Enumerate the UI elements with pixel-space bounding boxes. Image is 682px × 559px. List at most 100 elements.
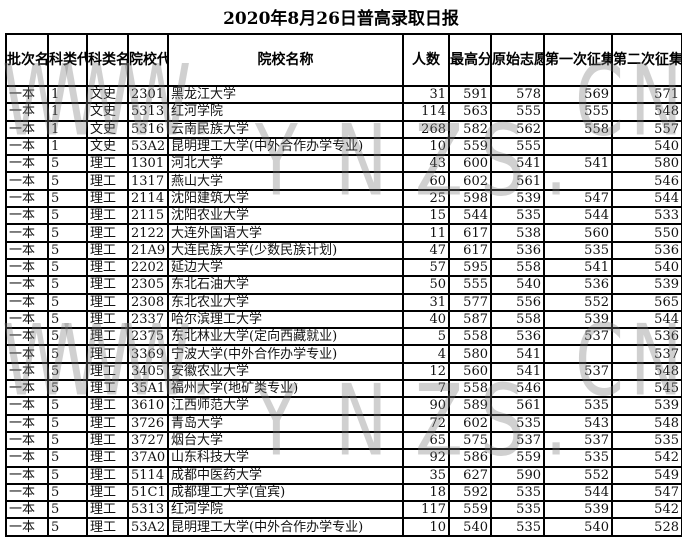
table-row: 一本 5 理工 2202 延边大学 57 595 558 541 540 [5,257,682,278]
table-cell: 2308 [127,292,169,312]
table-cell: 117 [402,500,450,520]
table-cell: 一本 [5,500,49,520]
table-cell: 559 [490,448,545,468]
table-cell: 562 [490,119,545,139]
table-cell: 53A2 [127,136,169,157]
table-cell: 560 [448,361,492,382]
table-cell: 3405 [127,361,169,382]
table-cell [543,344,613,364]
table-cell: 理工 [86,465,129,485]
table-cell: 535 [490,482,545,503]
table-cell: 文史 [86,136,129,157]
table-cell: 成都中医药大学 [167,465,404,485]
table-cell: 一本 [5,154,49,174]
table-cell: 一本 [5,240,49,260]
table-cell: 3727 [127,430,169,451]
table-cell: 540 [490,275,545,295]
table-row: 一本 5 理工 2308 东北农业大学 31 577 556 552 565 [5,292,682,312]
table-row: 一本 1 文史 5313 红河学院 114 563 555 555 548 [5,102,682,122]
table-cell: 31 [402,292,450,312]
table-row: 一本 5 理工 3726 青岛大学 72 602 535 543 548 [5,413,682,433]
table-cell: 5 [47,482,88,503]
table-cell: 一本 [5,396,49,416]
table-cell: 563 [448,102,492,122]
table-cell: 5 [47,344,88,364]
table-cell: 4 [402,344,450,364]
table-row: 一本 5 理工 2375 东北林业大学(定向西藏就业) 5 558 536 537 536 [5,327,682,347]
table-cell: 544 [543,206,613,226]
table-cell: 537 [543,327,613,347]
table-cell: 理工 [86,482,129,503]
table-row: 一本 5 理工 3369 宁波大学(中外合作办学专业) 4 580 541 537 [5,344,682,364]
table-row: 一本 1 文史 53A2 昆明理工大学(中外合作办学专业) 10 559 555 540 [5,136,682,157]
table-cell: 555 [543,102,613,122]
table-cell: 555 [490,136,545,157]
table-cell: 福州大学(地矿类专业) [167,379,404,399]
table-row: 一本 5 理工 1301 河北大学 43 600 541 541 580 [5,154,682,174]
table-cell: 555 [490,102,545,122]
table-cell [543,136,613,157]
table-row: 一本 5 理工 21A9 大连民族大学(少数民族计划) 47 617 536 535 536 [5,240,682,260]
table-cell: 5 [47,292,88,312]
table-cell: 602 [448,413,492,433]
table-cell: 587 [448,309,492,330]
table-cell: 533 [611,206,682,226]
table-cell: 一本 [5,309,49,330]
table-cell: 544 [611,309,682,330]
table-cell: 548 [611,361,682,382]
table-cell: 东北农业大学 [167,292,404,312]
table-cell: 541 [543,257,613,278]
table-cell: 5 [402,327,450,347]
table-cell: 3369 [127,344,169,364]
table-cell: 5 [47,275,88,295]
table-cell: 558 [448,327,492,347]
table-cell: 21A9 [127,240,169,260]
page-title: 2020年8月26日普高录取日报 [223,9,459,29]
table-cell: 548 [611,102,682,122]
table-cell: 539 [543,500,613,520]
table-cell: 528 [611,517,682,537]
table-cell: 5 [47,171,88,191]
table-cell: 5 [47,500,88,520]
table-cell: 537 [543,361,613,382]
table-cell: 黑龙江大学 [167,84,404,105]
table-cell: 92 [402,448,450,468]
table-cell: 理工 [86,430,129,451]
table-cell: 5313 [127,500,169,520]
table-cell: 2337 [127,309,169,330]
table-cell: 红河学院 [167,102,404,122]
table-cell: 544 [448,206,492,226]
table-cell: 2375 [127,327,169,347]
table-cell: 燕山大学 [167,171,404,191]
table-cell: 37A0 [127,448,169,468]
table-row: 一本 5 理工 3727 烟台大学 65 575 537 537 535 [5,430,682,451]
table-cell: 1301 [127,154,169,174]
table-cell: 一本 [5,102,49,122]
table-cell: 5 [47,517,88,537]
column-header: 人数 [402,33,450,87]
table-cell: 558 [490,257,545,278]
table-cell: 536 [490,327,545,347]
table-cell: 5 [47,309,88,330]
table-cell: 535 [490,500,545,520]
table-cell: 5 [47,448,88,468]
table-row: 一本 5 理工 2115 沈阳农业大学 15 544 535 544 533 [5,206,682,226]
table-cell: 571 [611,84,682,105]
table-cell: 理工 [86,327,129,347]
table-cell: 一本 [5,136,49,157]
table-cell: 535 [543,240,613,260]
column-header: 最高分 [448,33,492,87]
table-cell: 539 [490,188,545,209]
table-cell: 72 [402,413,450,433]
table-cell: 理工 [86,309,129,330]
table-cell: 541 [490,154,545,174]
table-cell: 理工 [86,361,129,382]
table-cell: 理工 [86,448,129,468]
table-cell: 一本 [5,119,49,139]
table-cell: 546 [490,379,545,399]
table-cell: 541 [490,361,545,382]
table-cell: 5 [47,379,88,399]
table-cell: 1 [47,102,88,122]
table-cell: 一本 [5,430,49,451]
table-cell: 580 [611,154,682,174]
